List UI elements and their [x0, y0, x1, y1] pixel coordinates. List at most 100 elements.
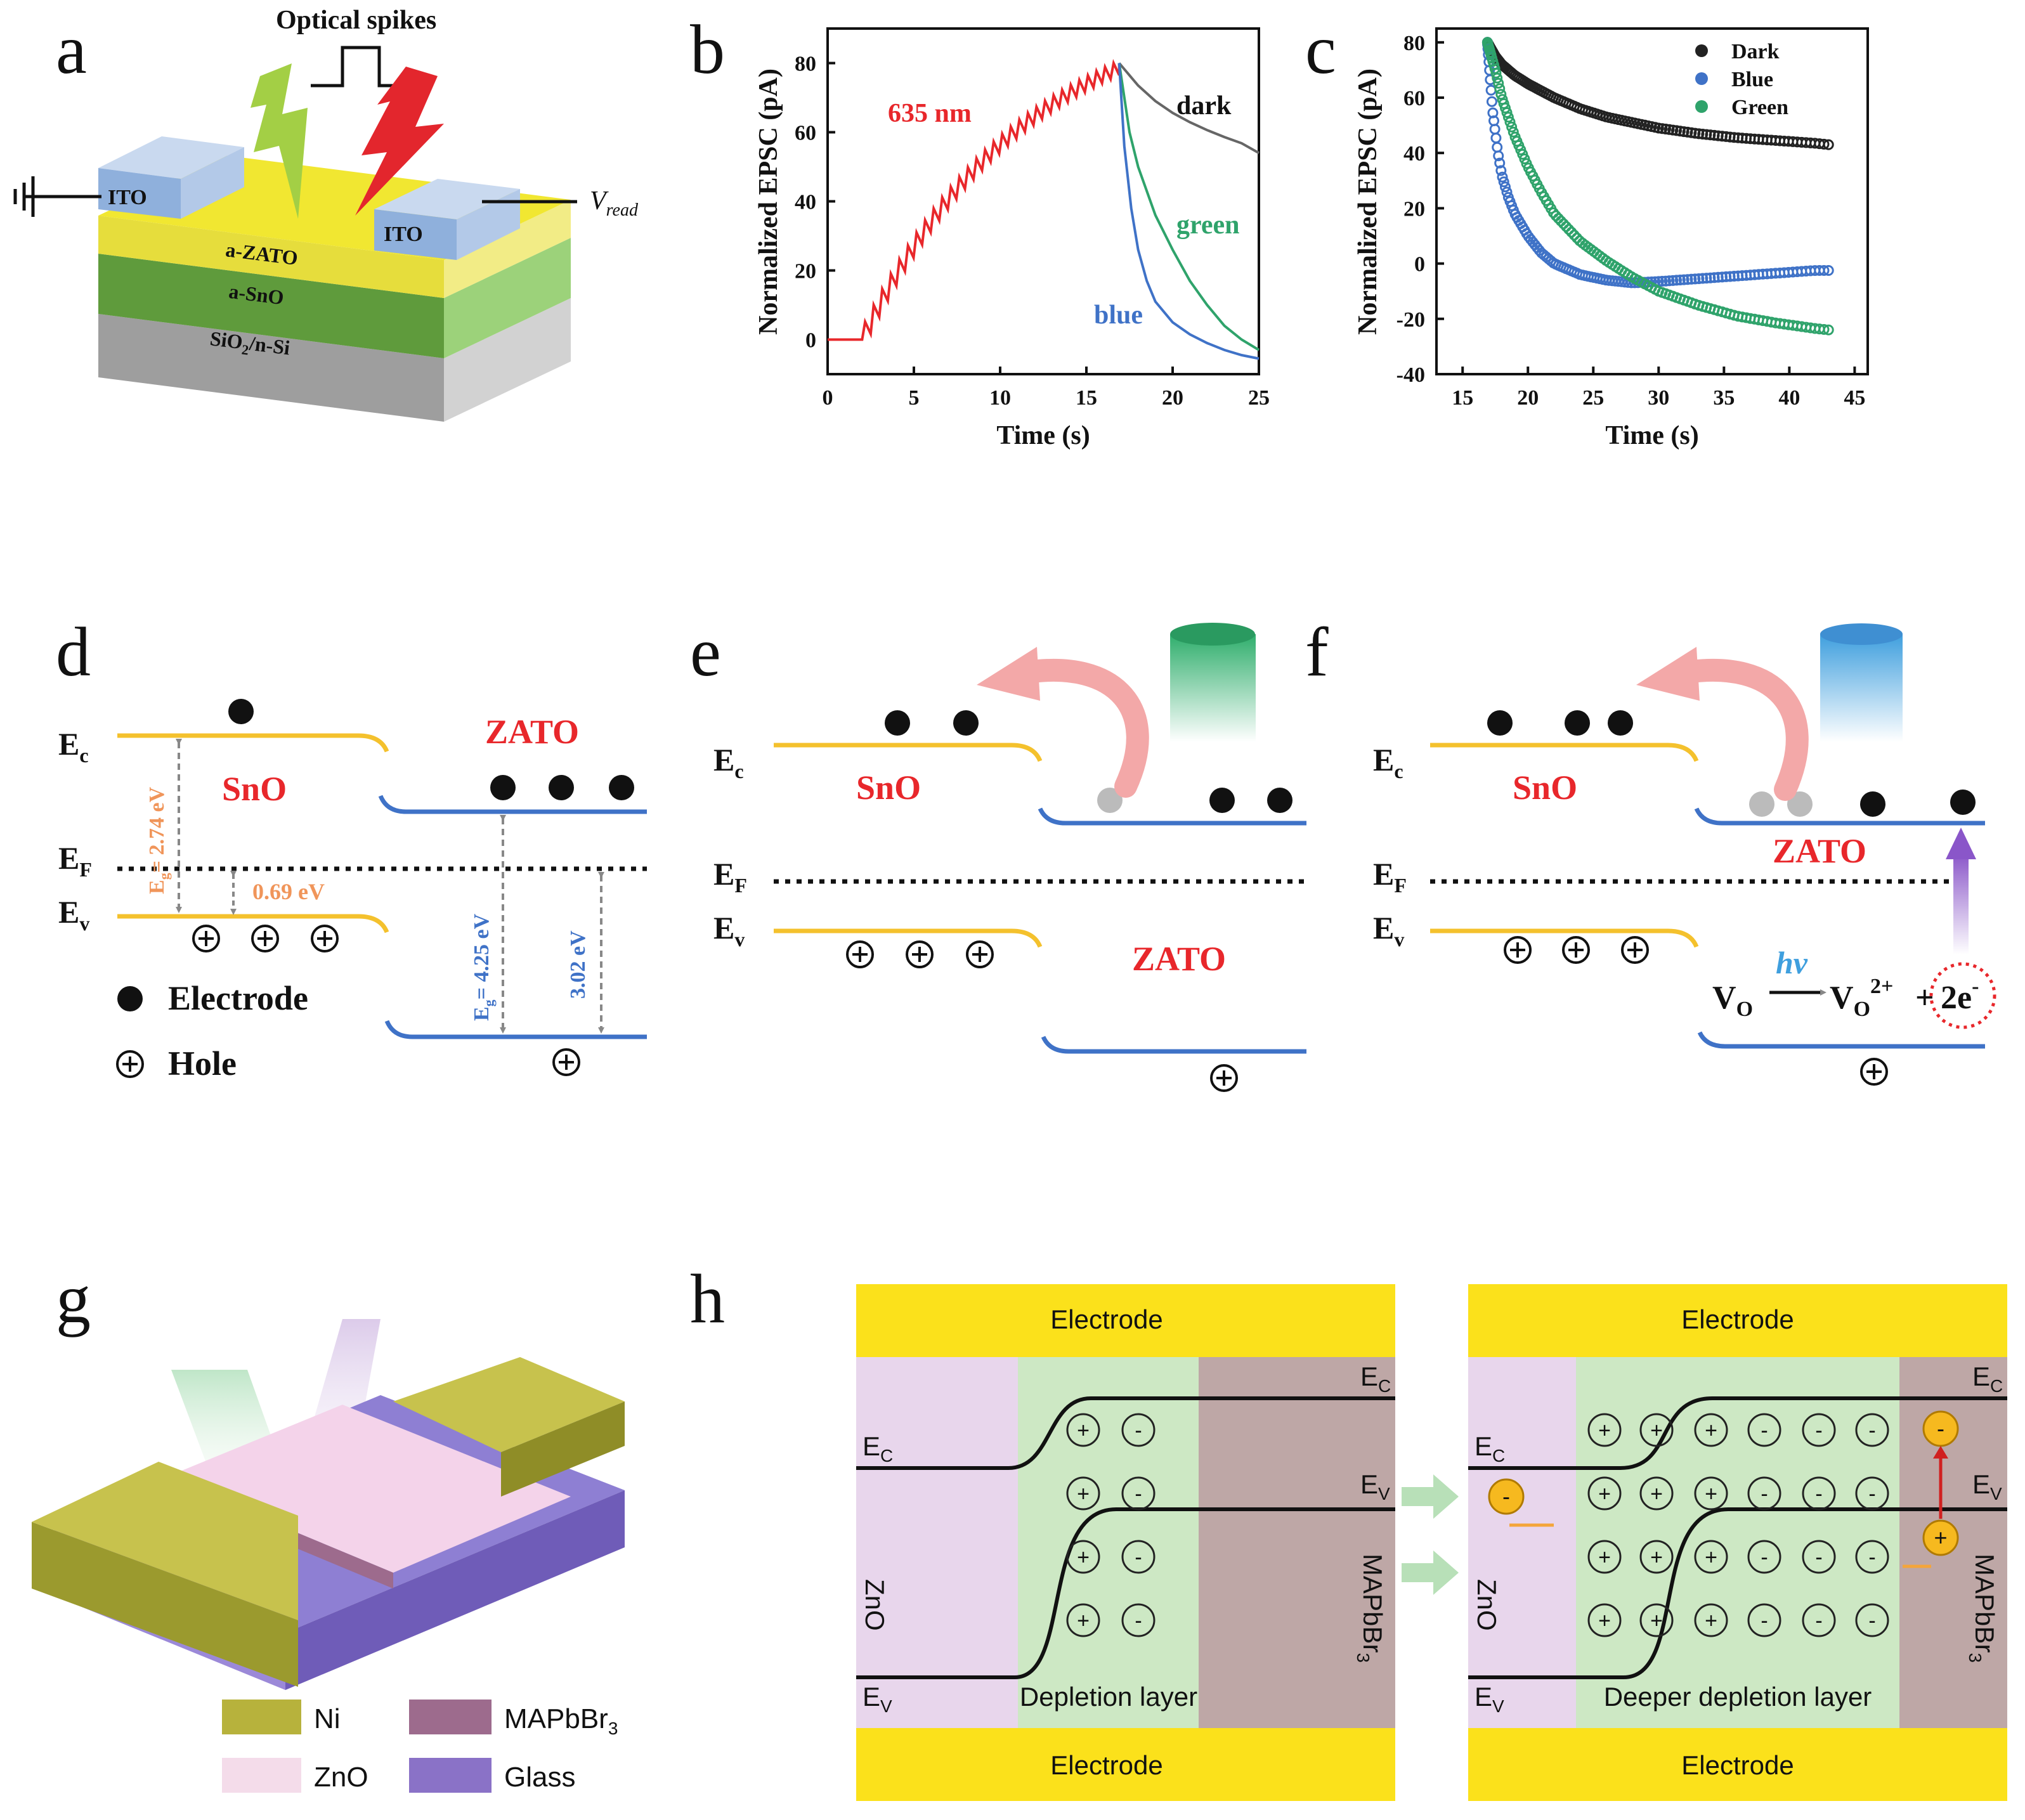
negative-charge-icon: - — [1121, 1413, 1156, 1447]
chart-c-ticks: 15 20 25 30 35 40 45 -40 -20 0 20 40 60 80 — [1397, 32, 1866, 410]
data-point — [1502, 112, 1514, 123]
positive-charge-icon: + — [1066, 1603, 1100, 1637]
e-zato-label: ZATO — [1132, 940, 1226, 978]
negative-charge-icon: - — [1747, 1476, 1781, 1511]
chart-c: 15 20 25 30 35 40 45 -40 -20 0 20 40 60 80 Time (s) N… — [1353, 27, 1869, 450]
ground-icon — [13, 176, 101, 217]
blue-light-source-icon — [1820, 623, 1903, 742]
ni-electrode-left-front — [32, 1522, 298, 1687]
d-electron-zato-1 — [490, 775, 516, 800]
positive-charge-icon: + — [1639, 1413, 1674, 1447]
x-tick-label: 15 — [1076, 386, 1097, 410]
hole-icon — [1562, 936, 1590, 964]
d-electron-zato-3 — [609, 775, 634, 800]
e-electron-zato-2 — [1267, 788, 1292, 813]
x-tick-label: 20 — [1162, 386, 1183, 410]
d-ec-label: Ec — [58, 726, 89, 767]
h-left-depletion-region — [1018, 1357, 1199, 1728]
legend-ni-swatch — [222, 1700, 301, 1734]
legend-glass-label: Glass — [504, 1762, 575, 1793]
x-tick-label: 10 — [989, 386, 1011, 410]
chart-b-annotation-green: green — [1176, 211, 1240, 240]
svg-text:-: - — [1868, 1545, 1875, 1570]
h-left-zno-label: ZnO — [860, 1579, 890, 1631]
data-point — [1657, 276, 1668, 287]
legend-ni-label: Ni — [314, 1703, 341, 1734]
data-point — [1660, 275, 1671, 287]
d-sno-holes — [192, 925, 339, 952]
e-zato-cb — [1038, 807, 1306, 826]
f-vacancy-zato-1 — [1749, 791, 1774, 817]
data-point — [1501, 186, 1513, 198]
panel-f-band-diagram: Ec EF Ev SnO ZATO hv VO VO2+ + 2e- — [1373, 623, 1996, 1086]
positive-charge-icon: + — [1694, 1476, 1728, 1511]
svg-text:+: + — [1650, 1419, 1663, 1443]
positive-charge-icon: + — [1587, 1540, 1622, 1574]
e-ec-label: Ec — [713, 742, 744, 783]
x-tick-label: 20 — [1517, 386, 1539, 410]
svg-text:-: - — [1135, 1419, 1142, 1443]
h-electron-sign: - — [1502, 1483, 1510, 1509]
e-electron-sno-2 — [953, 710, 979, 736]
legend-mapbbr-label: MAPbBr3 — [504, 1703, 618, 1738]
ni-electrode-left-top — [32, 1462, 298, 1620]
h-right-electrode-top-label: Electrode — [1681, 1304, 1794, 1334]
h-right-ec-right: EC — [1972, 1362, 2003, 1396]
svg-text:+: + — [1598, 1419, 1611, 1443]
panel-label-g: g — [56, 1260, 91, 1337]
svg-text:+: + — [1077, 1419, 1090, 1443]
f-electrons-label: 2e- — [1941, 975, 1979, 1016]
x-tick-label: 45 — [1844, 386, 1865, 410]
svg-text:-: - — [1761, 1545, 1768, 1570]
y-tick-label: 60 — [795, 122, 816, 145]
hole-icon — [1504, 936, 1532, 964]
y-tick-label: -20 — [1397, 308, 1425, 332]
f-electron-zato-1 — [1860, 791, 1885, 817]
h-left-depletion-label: Depletion layer — [1020, 1682, 1197, 1712]
data-point — [1818, 265, 1830, 276]
electrode-legend-icon — [117, 986, 143, 1011]
svg-text:+: + — [1077, 1609, 1090, 1633]
f-transfer-arrowhead — [1636, 647, 1700, 701]
h-left-electrode-bottom-label: Electrode — [1050, 1750, 1162, 1780]
d-legend-hole: Hole — [168, 1044, 237, 1082]
zato-front — [98, 216, 444, 298]
data-point — [1493, 150, 1504, 162]
data-point — [1818, 324, 1830, 335]
x-tick-label: 40 — [1778, 386, 1800, 410]
y-tick-label: 80 — [795, 53, 816, 76]
f-electron-sno-1 — [1487, 710, 1513, 736]
svg-text:+: + — [1077, 1482, 1090, 1506]
f-sno-vb — [1430, 928, 1699, 948]
e-electron-sno-1 — [885, 710, 910, 736]
legend-marker-green — [1695, 100, 1708, 113]
series-line-blue — [1117, 63, 1260, 360]
d-offset-label: 0.69 eV — [252, 879, 325, 904]
svg-text:-: - — [1815, 1482, 1822, 1506]
data-point — [1492, 72, 1503, 84]
e-ef-label: EF — [713, 856, 747, 897]
h-left-charges: + - + - + - + - — [1066, 1413, 1156, 1637]
ito-left-label: ITO — [108, 186, 147, 209]
f-electron-zato-2 — [1950, 790, 1976, 815]
data-point — [1504, 116, 1516, 127]
svg-text:-: - — [1761, 1419, 1768, 1443]
data-point — [1705, 129, 1716, 141]
hole-icon — [192, 925, 220, 952]
data-point — [1494, 157, 1506, 169]
d-sno-vb — [117, 914, 389, 933]
hole-icon — [966, 940, 994, 968]
d-zato-vb — [384, 1020, 647, 1039]
f-zato-cb — [1694, 807, 1985, 826]
svg-text:+: + — [1598, 1545, 1611, 1570]
chart-c-ylabel: Normalized EPSC (pA) — [1353, 68, 1383, 335]
panel-a-device: ITO ITO a-ZATO a-SnO SiO2/n-Si Vread Opt… — [13, 6, 639, 422]
positive-charge-icon: + — [1587, 1413, 1622, 1447]
data-point — [1678, 126, 1690, 138]
legend-marker-blue — [1695, 72, 1708, 85]
f-electrons-highlight — [1929, 962, 1996, 1029]
chart-c-xlabel: Time (s) — [1605, 421, 1698, 450]
svg-text:-: - — [1868, 1482, 1875, 1506]
red-lightning-icon — [355, 67, 444, 216]
f-vo2-label: VO2+ — [1830, 975, 1893, 1021]
